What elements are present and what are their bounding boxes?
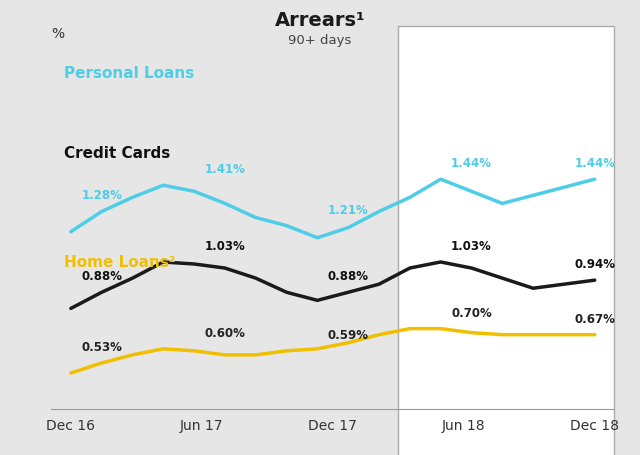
Text: 0.70%: 0.70% [451,306,492,319]
Text: 1.44%: 1.44% [574,157,615,170]
Text: 1.44%: 1.44% [451,157,492,170]
Text: 0.88%: 0.88% [81,269,122,283]
Text: Home Loans²: Home Loans² [64,255,175,270]
Text: 1.21%: 1.21% [328,203,369,216]
Text: 0.60%: 0.60% [205,326,245,339]
Text: 0.94%: 0.94% [574,258,615,270]
Text: 1.03%: 1.03% [451,239,492,253]
Text: 0.88%: 0.88% [328,269,369,283]
Text: 1.28%: 1.28% [81,189,122,202]
Text: Credit Cards: Credit Cards [64,146,170,161]
Text: 0.59%: 0.59% [328,328,369,341]
Text: Personal Loans: Personal Loans [64,66,195,81]
Text: 1.03%: 1.03% [205,239,245,253]
Text: 1.41%: 1.41% [205,163,245,176]
Text: 90+ days: 90+ days [288,34,352,47]
Text: 0.67%: 0.67% [574,312,615,325]
Text: %: % [51,27,65,41]
Text: Arrears¹: Arrears¹ [275,11,365,30]
Bar [398,27,614,455]
Text: 0.53%: 0.53% [81,340,122,353]
